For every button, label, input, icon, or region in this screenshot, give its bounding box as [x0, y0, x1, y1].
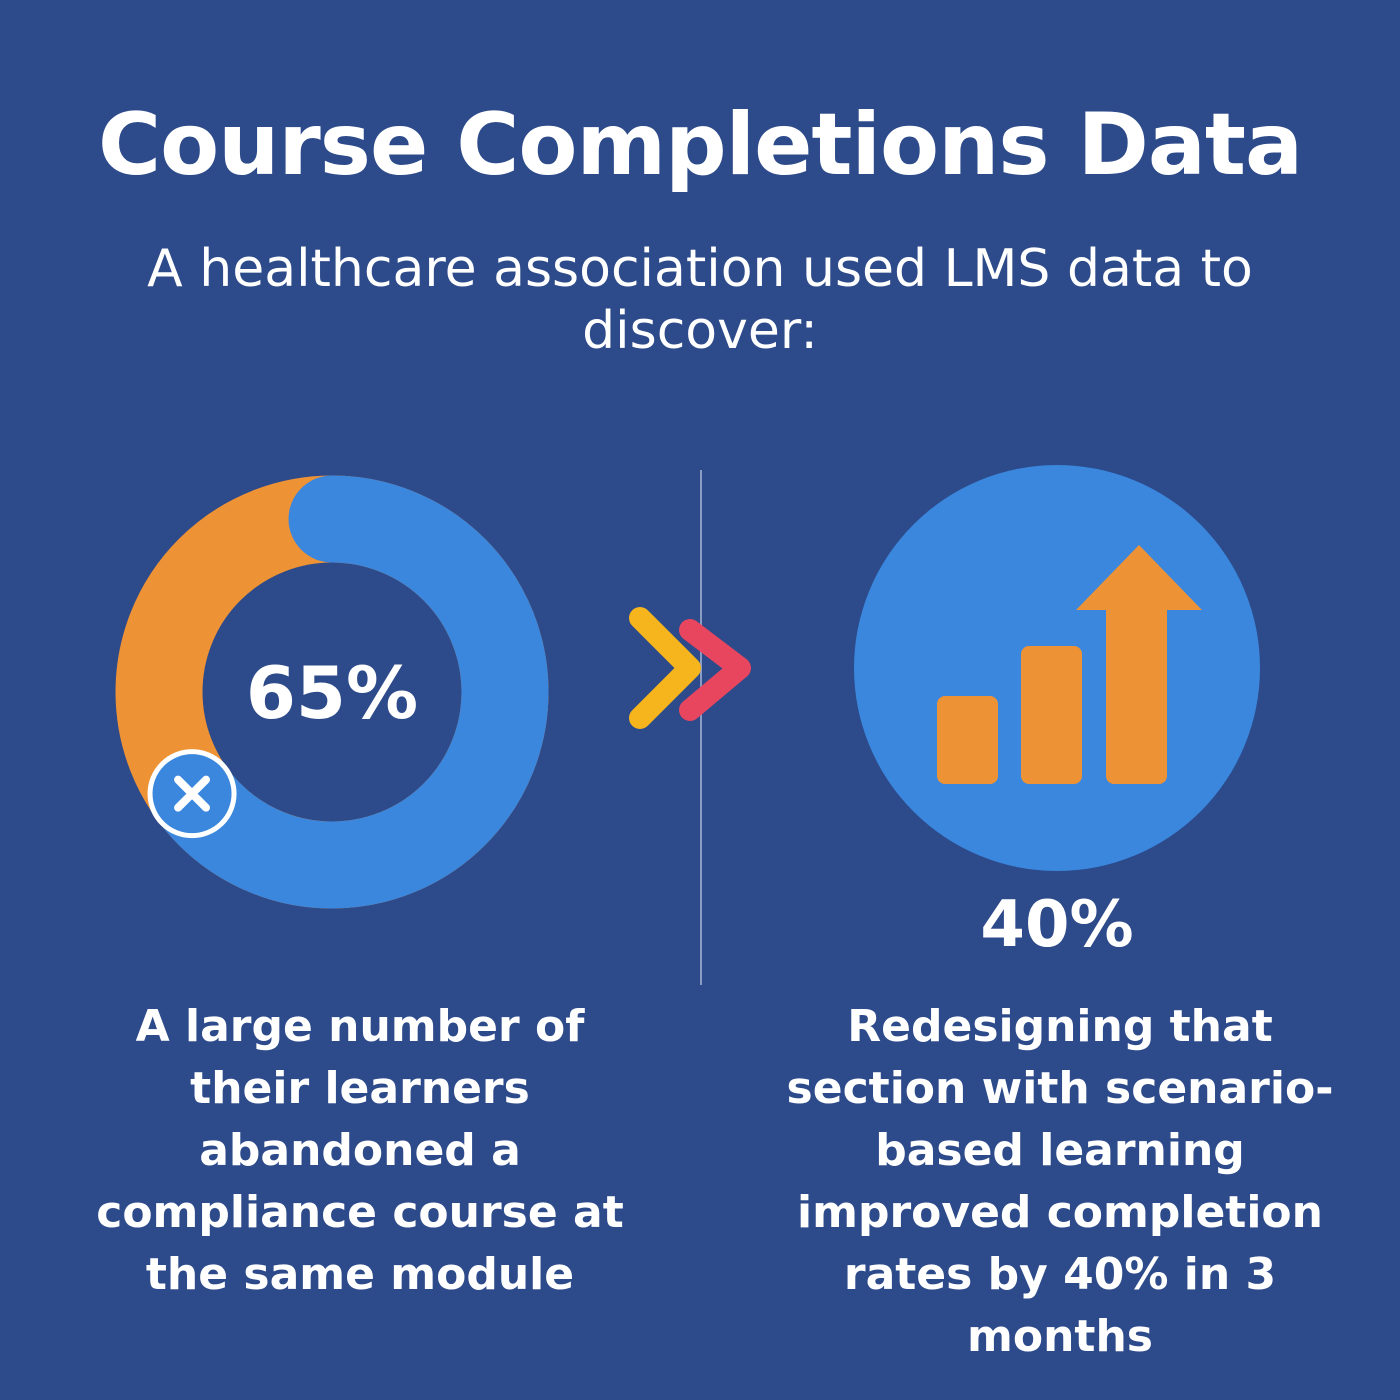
subtitle: A healthcare association used LMS data t…	[147, 239, 1253, 361]
abandon-icon	[147, 749, 237, 839]
chevron	[679, 619, 751, 721]
title: Course Completions Data	[97, 95, 1303, 195]
chevron	[629, 607, 701, 729]
left-caption: A large number of their learners abandon…	[96, 1001, 624, 1300]
right-caption: Redesigning that section with scenario-b…	[786, 1001, 1334, 1362]
donut-arc	[115, 475, 549, 909]
growth-icon	[937, 545, 1202, 784]
left-stat: 65%	[246, 651, 418, 735]
right-stat: 40%	[980, 888, 1134, 962]
